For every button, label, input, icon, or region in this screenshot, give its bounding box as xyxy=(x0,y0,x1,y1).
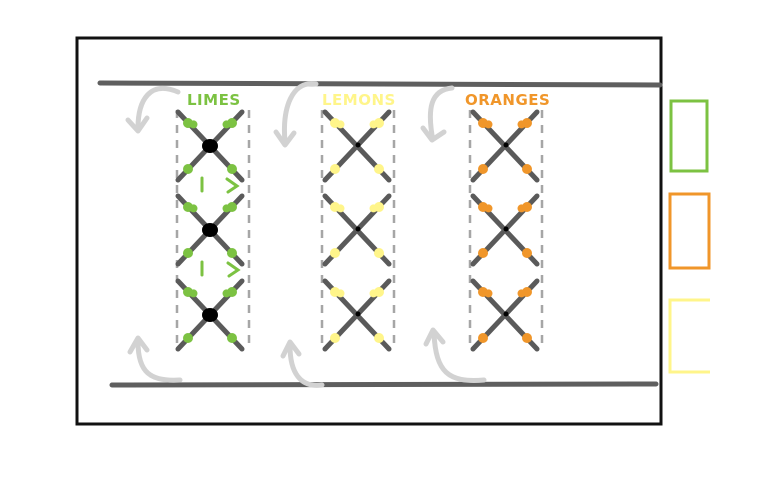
limes-fruit-dot xyxy=(222,289,231,298)
arrow-lemons-top xyxy=(273,81,319,148)
lemons-fruit-dot xyxy=(369,289,378,298)
oranges-x-unit xyxy=(470,193,540,267)
lemons-center-dot xyxy=(355,226,361,232)
limes-knot xyxy=(202,139,218,153)
oranges-fruit-dot xyxy=(478,164,488,174)
limes-fruit-dot xyxy=(227,248,237,258)
lemons-label: LEMONS xyxy=(322,91,396,109)
limes-fruit-dot xyxy=(227,333,237,343)
diagram-frame xyxy=(75,36,663,426)
lemons-fruit-dot xyxy=(369,204,378,213)
oranges-fruit-dot xyxy=(484,120,493,129)
arrow-limes-bottom xyxy=(127,335,183,383)
lemons-fruit-dot xyxy=(336,204,345,213)
oranges-center-dot xyxy=(503,226,509,232)
lemons-fruit-dot xyxy=(336,289,345,298)
arrow-oranges-top xyxy=(420,85,455,143)
oranges-fruit-dot xyxy=(522,333,532,343)
lemons-fruit-dot xyxy=(369,120,378,129)
lemons-center-dot xyxy=(355,142,361,148)
limes-fruit-dot xyxy=(183,333,193,343)
limes-spacer-mark xyxy=(226,261,241,278)
units-layer xyxy=(175,109,540,352)
oranges-fruit-dot xyxy=(517,120,526,129)
limes-x-unit xyxy=(175,278,245,352)
arrow-lemons-bottom xyxy=(280,339,325,388)
limes-spacer-mark xyxy=(225,177,240,194)
lemons-fruit-dot xyxy=(374,248,384,258)
limes-fruit-dot xyxy=(222,204,231,213)
oranges-fruit-dot xyxy=(517,289,526,298)
lemons-fruit-dot xyxy=(330,333,340,343)
lemons-fruit-dot xyxy=(330,164,340,174)
limes-knot xyxy=(202,308,218,322)
oranges-x-unit xyxy=(470,109,540,183)
oranges-fruit-dot xyxy=(522,164,532,174)
bottom-rail xyxy=(109,381,659,388)
lemons-x-unit xyxy=(322,278,392,352)
arrow-limes-top xyxy=(125,85,181,134)
limes-fruit-dot xyxy=(227,164,237,174)
limes-fruit-dot xyxy=(183,164,193,174)
oranges-center-dot xyxy=(503,142,509,148)
lemons-fruit-dot xyxy=(374,333,384,343)
oranges-fruit-dot xyxy=(484,289,493,298)
lemons-x-unit xyxy=(322,193,392,267)
arrow-oranges-bottom xyxy=(423,327,487,383)
oranges-fruit-dot xyxy=(517,204,526,213)
limes-fruit-dot xyxy=(189,289,198,298)
limes-fruit-dot xyxy=(183,248,193,258)
lemons-x-unit xyxy=(322,109,392,183)
oranges-fruit-dot xyxy=(522,248,532,258)
oranges-x-unit xyxy=(470,278,540,352)
oranges-fruit-dot xyxy=(484,204,493,213)
limes-fruit-dot xyxy=(189,120,198,129)
oranges-label: ORANGES xyxy=(465,91,550,109)
legend-swatch-oranges xyxy=(668,192,711,270)
limes-fruit-dot xyxy=(189,204,198,213)
limes-knot xyxy=(202,223,218,237)
oranges-fruit-dot xyxy=(478,333,488,343)
lemons-fruit-dot xyxy=(374,164,384,174)
lemons-fruit-dot xyxy=(330,248,340,258)
lemons-fruit-dot xyxy=(336,120,345,129)
lemons-center-dot xyxy=(355,311,361,317)
oranges-fruit-dot xyxy=(478,248,488,258)
limes-label: LIMES xyxy=(187,91,241,109)
limes-fruit-dot xyxy=(222,120,231,129)
top-rail xyxy=(97,80,663,88)
oranges-center-dot xyxy=(503,311,509,317)
legend-swatch-lemons xyxy=(668,298,710,374)
legend-swatch-limes xyxy=(669,99,709,173)
limes-x-unit xyxy=(175,109,245,183)
limes-x-unit xyxy=(175,193,245,267)
